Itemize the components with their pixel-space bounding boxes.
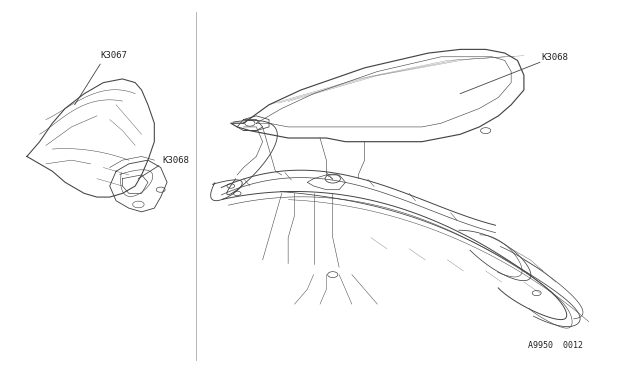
Text: K3068: K3068 xyxy=(162,155,189,164)
Text: A9950  0012: A9950 0012 xyxy=(528,341,583,350)
Text: K3067: K3067 xyxy=(100,51,127,61)
Text: K3068: K3068 xyxy=(541,53,568,62)
